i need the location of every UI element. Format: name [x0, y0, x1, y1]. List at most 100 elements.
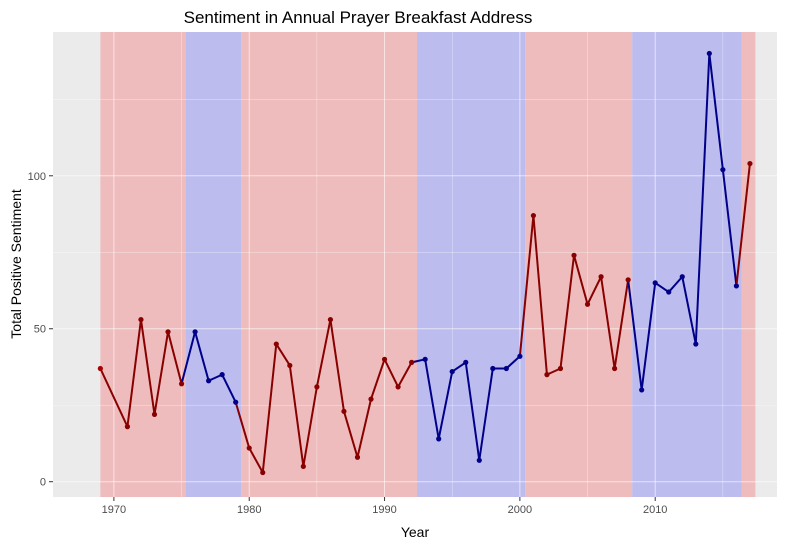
series-segment: [302, 385, 318, 468]
data-point: [612, 365, 618, 372]
data-point: [138, 316, 144, 323]
data-point: [165, 329, 171, 335]
republican-band: [241, 32, 418, 497]
data-point: [327, 316, 334, 323]
data-point: [639, 387, 645, 393]
data-point: [341, 408, 347, 414]
data-point: [720, 167, 726, 173]
data-point: [354, 454, 361, 460]
x-tick-label: 1980: [237, 504, 261, 516]
series-segment: [261, 343, 278, 474]
series-segment: [194, 330, 210, 382]
grid-lines: [53, 32, 777, 497]
series-segment: [248, 447, 264, 474]
data-point: [246, 445, 252, 451]
series-segment: [518, 214, 535, 358]
data-point: [598, 274, 604, 280]
data-point: [368, 396, 374, 402]
series-segment: [451, 361, 467, 373]
data-point: [503, 365, 509, 372]
series-segment: [167, 330, 183, 385]
data-point: [395, 384, 401, 390]
data-point: [530, 212, 537, 219]
series-segment: [735, 162, 751, 287]
series-segment: [288, 364, 305, 468]
series-segment: [708, 52, 724, 171]
series-segment: [315, 318, 332, 388]
democratic-band: [417, 32, 526, 497]
series-segment: [681, 275, 697, 346]
data-point: [436, 436, 442, 442]
data-point: [463, 359, 469, 365]
series-segment: [586, 275, 603, 306]
data-point: [747, 160, 753, 167]
series-segment: [532, 214, 548, 376]
y-axis-title: Total Positive Sentiment: [8, 189, 24, 339]
data-point: [287, 362, 293, 369]
series-segment: [640, 281, 657, 391]
series-segment: [329, 318, 345, 413]
data-point: [97, 365, 103, 372]
y-tick-label: 50: [34, 324, 46, 336]
x-axis: 1970 1980 1990 2000 2010: [102, 497, 667, 516]
data-point: [557, 365, 564, 372]
data-point: [733, 283, 740, 289]
data-point: [449, 368, 455, 375]
series-segment: [613, 278, 630, 370]
data-point: [192, 329, 198, 335]
democratic-band: [185, 32, 242, 497]
x-tick-label: 2010: [643, 504, 667, 516]
data-point: [260, 469, 266, 476]
democratic-band: [632, 32, 742, 497]
data-point: [517, 353, 523, 359]
series-segment: [139, 318, 156, 416]
x-tick-label: 1970: [102, 504, 126, 516]
data-point: [706, 50, 712, 57]
data-point: [693, 341, 699, 347]
series-segment: [424, 358, 440, 440]
series-segment: [180, 330, 197, 385]
data-point: [219, 372, 225, 378]
x-tick-label: 1990: [372, 504, 396, 516]
series-segment: [505, 355, 521, 370]
series-segment: [342, 410, 359, 459]
data-point: [652, 280, 658, 286]
party-bands: [100, 32, 756, 497]
y-axis: 0 50 100: [28, 171, 53, 489]
series-segment: [600, 275, 616, 370]
data-point: [490, 365, 496, 372]
data-point: [273, 341, 279, 347]
y-tick-label: 100: [28, 171, 46, 183]
data-points: [97, 50, 753, 476]
x-tick-label: 2000: [508, 504, 532, 516]
x-axis-title: Year: [401, 524, 430, 540]
series-segment: [559, 254, 576, 370]
series-segment: [221, 373, 237, 404]
y-tick-label: 0: [40, 477, 46, 489]
data-point: [381, 356, 388, 362]
data-point: [544, 372, 550, 378]
data-point: [178, 381, 185, 387]
series-segment: [126, 318, 142, 428]
series-segment: [694, 52, 711, 346]
series-segment: [437, 370, 454, 440]
data-point: [409, 359, 415, 365]
data-point: [314, 384, 320, 390]
series-segment: [383, 358, 400, 388]
data-point: [124, 424, 131, 430]
series-segment: [478, 367, 494, 462]
series-segment: [721, 168, 738, 287]
data-point: [679, 274, 685, 280]
republican-band: [100, 32, 186, 497]
data-point: [206, 378, 212, 384]
series-segment: [667, 275, 684, 294]
series-segment: [654, 281, 670, 294]
series-segment: [397, 361, 413, 388]
series-segment: [356, 398, 373, 459]
series-lines: [99, 52, 751, 474]
series-segment: [464, 361, 481, 462]
series-segment: [275, 343, 291, 367]
series-segment: [99, 367, 129, 428]
data-point: [666, 289, 672, 295]
data-point: [625, 277, 631, 283]
